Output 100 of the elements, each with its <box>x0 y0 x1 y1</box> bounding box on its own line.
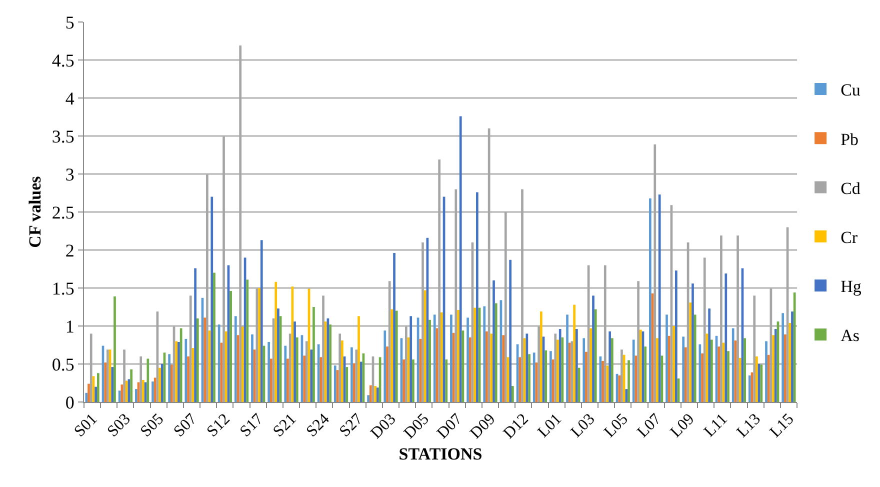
x-tick-label: L07 <box>634 410 665 441</box>
bar <box>306 341 308 402</box>
bar <box>521 189 524 402</box>
bar <box>554 334 557 402</box>
x-tick-label: S03 <box>104 410 134 440</box>
bar <box>178 342 180 402</box>
bar <box>602 360 604 402</box>
bar <box>410 316 412 402</box>
bar <box>774 329 777 402</box>
x-tick-label: D12 <box>500 410 532 442</box>
bar <box>689 302 692 402</box>
x-axis-title: STATIONS <box>398 444 482 464</box>
bar <box>270 358 272 402</box>
x-tick-label: D03 <box>368 410 400 442</box>
bar <box>111 367 114 402</box>
x-tick-label: S05 <box>137 410 168 440</box>
x-tick-label: S21 <box>270 410 300 440</box>
bar <box>753 296 756 402</box>
legend-label: Cu <box>840 80 861 100</box>
bar <box>312 307 315 402</box>
bar <box>682 336 685 402</box>
bar <box>386 346 388 402</box>
bar <box>206 174 208 402</box>
bar <box>402 359 405 402</box>
bar <box>130 369 132 402</box>
bar <box>668 336 670 402</box>
bar <box>732 328 734 402</box>
bar <box>604 265 606 402</box>
legend-label: Pb <box>840 130 859 149</box>
bar <box>540 312 542 402</box>
bar <box>194 268 196 402</box>
y-tick-label: 3 <box>65 164 74 184</box>
bar <box>656 338 658 402</box>
bar <box>288 334 292 402</box>
bar <box>720 236 722 402</box>
bar <box>134 389 138 402</box>
bar <box>738 358 742 402</box>
x-tick-label: L01 <box>534 410 566 441</box>
bar <box>277 308 280 402</box>
bar <box>724 274 728 402</box>
bar <box>210 196 214 402</box>
bar <box>492 280 495 402</box>
bar <box>158 368 161 402</box>
bar <box>466 318 469 402</box>
bar <box>152 381 154 402</box>
bar <box>422 242 424 402</box>
bar <box>320 357 322 402</box>
bar <box>556 340 559 402</box>
bar <box>146 358 150 402</box>
bar <box>140 356 142 402</box>
bar <box>251 334 254 402</box>
bar <box>286 358 289 402</box>
bar <box>644 346 647 402</box>
bar <box>284 346 287 402</box>
bar <box>585 352 588 402</box>
bar <box>440 312 443 402</box>
bar <box>710 340 713 402</box>
bar <box>367 395 370 402</box>
bar <box>765 341 768 402</box>
x-tick-label: L09 <box>667 410 698 441</box>
bar <box>649 198 652 402</box>
bar <box>486 331 488 402</box>
bar <box>154 378 156 402</box>
bar <box>736 236 739 402</box>
bar <box>457 310 460 402</box>
bar <box>224 331 228 402</box>
bar <box>360 362 362 402</box>
bar <box>618 375 621 402</box>
bar <box>509 260 512 402</box>
bar <box>782 313 784 402</box>
bar <box>528 354 530 402</box>
bar <box>632 340 635 402</box>
bar <box>784 334 786 402</box>
bar <box>106 350 109 402</box>
x-tick-label: L13 <box>734 410 764 441</box>
y-tick-label: 1 <box>65 316 74 336</box>
x-tick-label: L03 <box>568 410 598 441</box>
bar <box>474 308 476 402</box>
y-tick-label: 0.5 <box>52 354 74 374</box>
bar <box>258 288 260 402</box>
x-tick-label: L15 <box>766 410 798 441</box>
bar <box>187 356 190 402</box>
bar <box>253 350 256 402</box>
bar <box>523 338 526 402</box>
bar <box>756 356 758 402</box>
bar <box>502 335 504 402</box>
bar <box>576 329 578 402</box>
bar <box>538 326 540 402</box>
bar <box>90 334 92 402</box>
bar <box>374 386 377 402</box>
bar <box>123 350 126 402</box>
bar <box>767 354 770 402</box>
x-tick-label: S07 <box>170 410 200 440</box>
bar <box>459 116 462 402</box>
bar <box>160 364 164 402</box>
bar <box>573 304 576 402</box>
bar <box>324 321 327 402</box>
bar <box>450 314 452 402</box>
bar <box>268 342 270 402</box>
bar <box>701 353 704 402</box>
